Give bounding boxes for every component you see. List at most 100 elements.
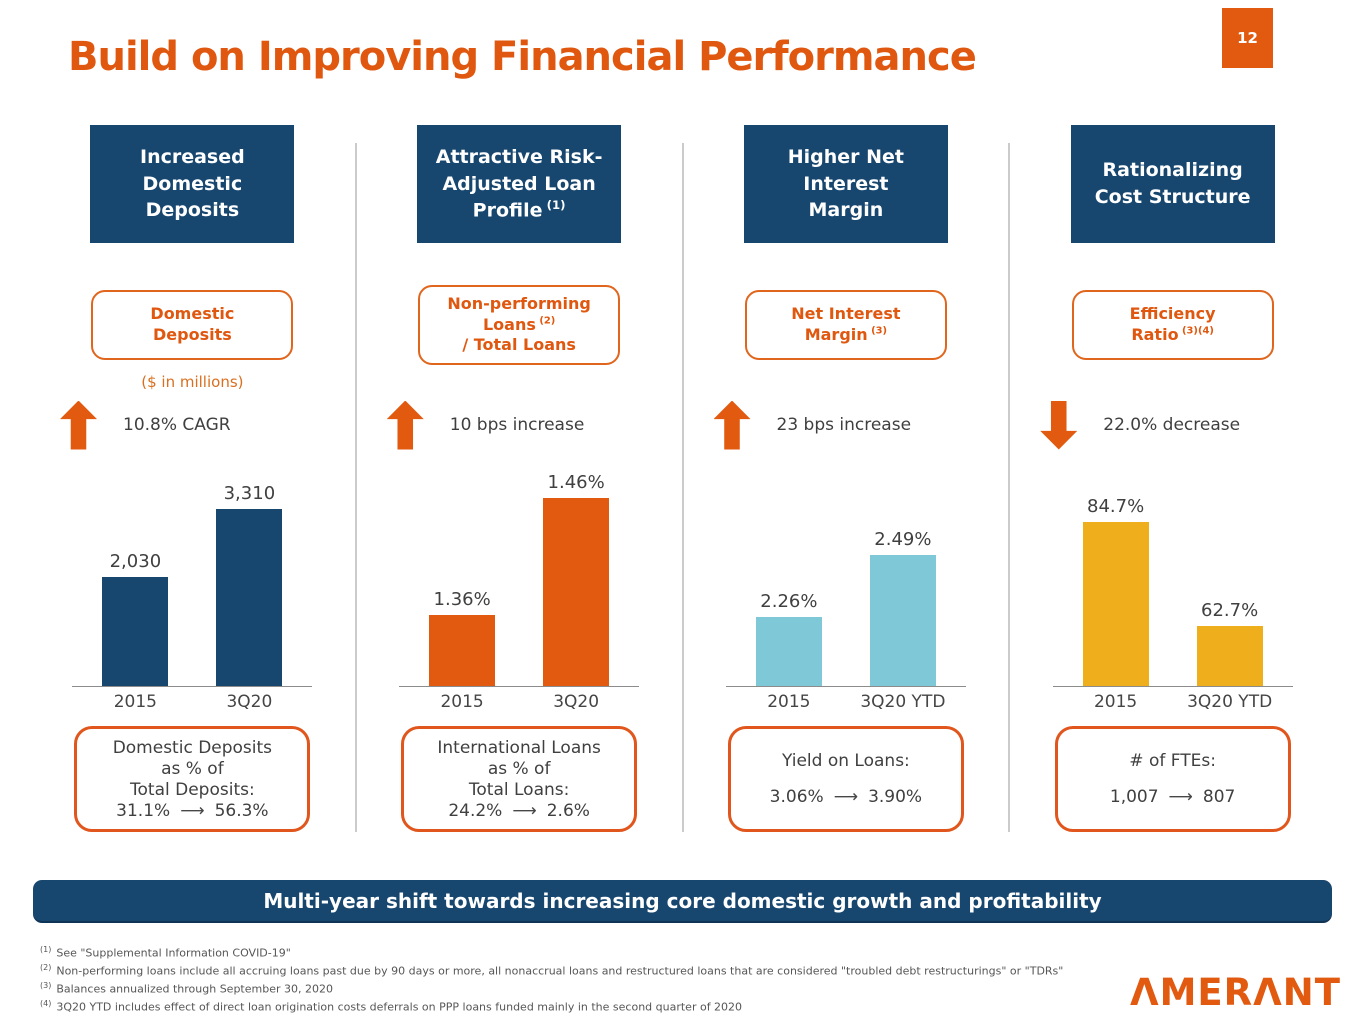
- from-value: 24.2%: [448, 800, 503, 821]
- metric-label-slot: Non-performing Loans (2) / Total Loans: [357, 283, 682, 367]
- category-axis: 2015 3Q20 YTD: [726, 692, 966, 712]
- text-line: Ratio (3)(4): [1131, 325, 1214, 344]
- to-value: 56.3%: [214, 800, 269, 821]
- summary-line: International Loans: [437, 737, 601, 758]
- summary-line: # of FTEs:: [1129, 751, 1216, 771]
- summary-line: Domestic Deposits: [112, 737, 273, 758]
- text-line: Rationalizing: [1102, 159, 1243, 182]
- summary-box: Domestic Deposits as % of Total Deposits: 3…: [74, 726, 311, 832]
- from-value: 3.06%: [769, 787, 824, 807]
- metric-label-box: Domestic Deposits: [91, 290, 294, 360]
- change-text: 22.0% decrease: [1103, 415, 1241, 435]
- summary-box: Yield on Loans: 3.06% ⟶ 3.90%: [727, 726, 964, 832]
- chart-bar: [102, 577, 169, 686]
- change-text: 10 bps increase: [449, 415, 585, 435]
- category-label: 3Q20: [553, 692, 600, 712]
- category-label: 3Q20 YTD: [1187, 692, 1273, 712]
- units-note: ($ in millions): [141, 373, 244, 391]
- footnotes: (1) See "Supplemental Information COVID-1…: [40, 944, 1150, 1017]
- summary-line: Total Loans:: [468, 779, 570, 800]
- chart-bar: [869, 555, 936, 686]
- right-arrow-icon: ⟶: [512, 800, 537, 821]
- chart-bar: [1082, 522, 1149, 686]
- from-to-line: 1,007 ⟶ 807: [1060, 787, 1286, 807]
- text-line: Interest: [803, 172, 889, 195]
- summary-box: International Loans as % of Total Loans: 24…: [401, 726, 638, 832]
- text-line: Deposits: [145, 199, 240, 222]
- bar-value-label: 84.7%: [1087, 496, 1145, 517]
- bar-value-label: 2,030: [109, 551, 162, 572]
- chart-bar: [755, 617, 822, 686]
- from-to-line: 3.06% ⟶ 3.90%: [733, 787, 959, 807]
- category-axis: 2015 3Q20: [72, 692, 312, 712]
- right-arrow-icon: ⟶: [1168, 787, 1193, 807]
- key-message-banner: Multi-year shift towards increasing core…: [33, 880, 1332, 923]
- footnote-number: (3): [40, 981, 52, 991]
- bar-cell: 2.26%: [746, 591, 832, 686]
- text-line: Higher Net: [787, 146, 905, 169]
- text-line: Attractive Risk-: [435, 145, 603, 168]
- bar-cell: 1.36%: [419, 589, 505, 686]
- footnote-number: (1): [40, 945, 52, 954]
- bar-cell: 2.49%: [860, 529, 946, 686]
- bar-value-label: 1.46%: [547, 472, 605, 493]
- text-line: Loans (2): [482, 314, 556, 334]
- category-label: 3Q20: [226, 692, 273, 712]
- chart-bar: [216, 509, 283, 686]
- from-to-line: 24.2% ⟶ 2.6%: [406, 801, 632, 821]
- to-value: 2.6%: [546, 800, 590, 821]
- from-value: 1,007: [1109, 787, 1159, 807]
- bar-cell: 84.7%: [1073, 496, 1159, 686]
- metric-label-box: Net Interest Margin (3): [744, 290, 947, 360]
- column-header-box: Increased Domestic Deposits: [90, 125, 295, 243]
- change-text: 23 bps increase: [776, 415, 912, 435]
- text-line: Non-performing: [447, 293, 591, 313]
- right-arrow-icon: ⟶: [180, 800, 205, 821]
- column-header-box: Attractive Risk- Adjusted Loan Profile (1): [417, 125, 622, 243]
- footnote-line: (1) See "Supplemental Information COVID-1…: [40, 945, 291, 960]
- right-arrow-icon: ⟶: [833, 787, 859, 807]
- category-label: 3Q20 YTD: [860, 692, 946, 712]
- text-line: Efficiency: [1129, 304, 1216, 324]
- text-line: / Total Loans: [462, 335, 576, 355]
- text-line: Margin (3): [804, 325, 888, 344]
- footnote-number: (2): [40, 963, 52, 973]
- footnote-line: (3) Balances annualized through September…: [40, 981, 333, 996]
- metric-label-box: Efficiency Ratio (3)(4): [1071, 290, 1274, 360]
- amerant-logo: ΛMERΛNT: [1129, 971, 1341, 1014]
- text-line: Margin: [808, 199, 884, 222]
- trend-row: 23 bps increase: [684, 397, 1009, 453]
- bar-cell: 2,030: [92, 551, 178, 686]
- summary-box: # of FTEs: 1,007 ⟶ 807: [1054, 726, 1291, 832]
- chart-bar: [1196, 626, 1263, 686]
- text-line: Adjusted Loan: [442, 172, 596, 195]
- page-title: Build on Improving Financial Performance: [68, 34, 977, 80]
- metric-column: Attractive Risk- Adjusted Loan Profile (1)…: [357, 125, 682, 832]
- text-line: Domestic: [142, 172, 243, 195]
- bar-chart: 2,030 3,310: [72, 457, 313, 687]
- column-divider: [354, 143, 357, 832]
- metric-columns-container: Increased Domestic Deposits Domestic Deposi…: [30, 125, 1335, 832]
- footnote-number: (4): [40, 999, 52, 1009]
- category-label: 2015: [113, 692, 157, 712]
- text-line: Cost Structure: [1094, 186, 1251, 208]
- metric-label-slot: Domestic Deposits: [30, 283, 355, 367]
- metric-column: Rationalizing Cost Structure Efficiency Ra…: [1010, 125, 1335, 832]
- metric-column: Higher Net Interest Margin Net Interest Mar…: [684, 125, 1009, 832]
- column-divider: [1008, 143, 1011, 832]
- trend-arrow-icon: [60, 400, 97, 450]
- to-value: 3.90%: [868, 787, 923, 807]
- column-divider: [681, 143, 684, 832]
- metric-label-box: Non-performing Loans (2) / Total Loans: [418, 284, 621, 366]
- footnote-line: (4) 3Q20 YTD includes effect of direct lo…: [40, 999, 743, 1015]
- trend-row: 10 bps increase: [357, 397, 682, 453]
- metric-label-slot: Efficiency Ratio (3)(4): [1010, 283, 1335, 367]
- page-number-badge: 12: [1222, 8, 1273, 68]
- to-value: 807: [1202, 787, 1236, 807]
- change-text: 10.8% CAGR: [123, 415, 231, 435]
- summary-line: as % of: [161, 758, 224, 779]
- from-value: 31.1%: [116, 800, 171, 821]
- bar-value-label: 2.26%: [760, 591, 818, 612]
- bar-value-label: 62.7%: [1201, 600, 1259, 621]
- text-line: Profile (1): [472, 198, 566, 222]
